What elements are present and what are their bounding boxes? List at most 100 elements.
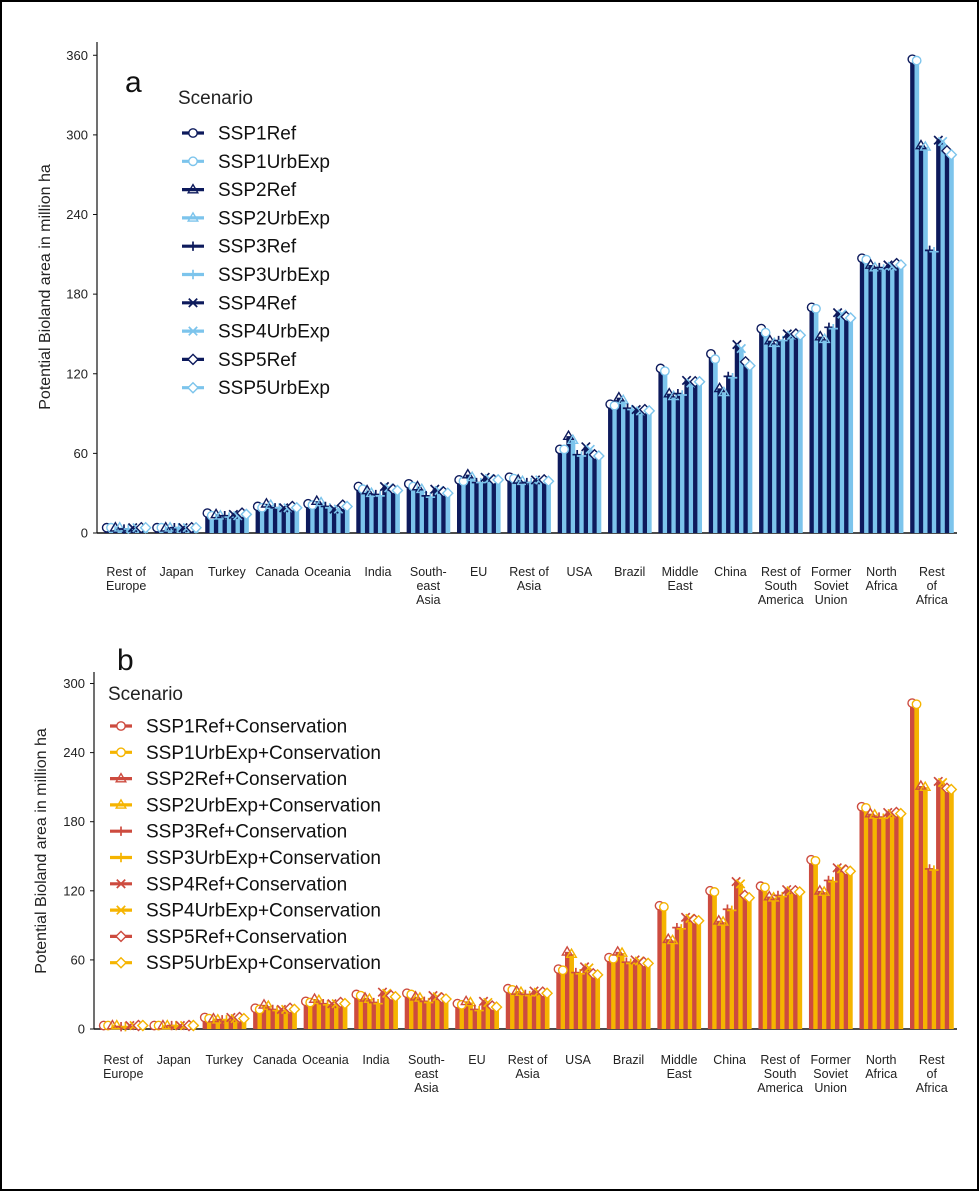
legend-label-ssp2ref: SSP2Ref [218,180,297,201]
bar-ssp5ref-conservation-rest-of-asia [540,992,546,1029]
category-group-eu [454,468,505,533]
marker-plus-ssp3ref-brazil [622,403,633,413]
bar-ssp4urbexp-conservation-brazil [637,961,642,1029]
category-group-india [353,481,404,533]
bar-ssp2ref-former-soviet-union [818,336,823,533]
marker-plus-ssp3ref-conservation-north-africa [874,812,884,822]
bar-ssp2ref-brazil [616,397,622,533]
marker-diamond-ssp5urbexp-brazil [643,404,656,417]
bar-ssp1ref-conservation-middle-east [657,905,663,1029]
y-tick-label: 120 [63,883,85,898]
bar-ssp2urbexp-conservation-eu [468,1002,473,1029]
bar-ssp3urbexp-south-east-asia [428,497,433,533]
x-category-label: China [713,1053,746,1067]
marker-diamond-ssp5urbexp-conservation-eu [490,1001,503,1014]
bar-ssp1ref-conservation-rest-of-africa [910,703,915,1029]
x-category-label: India [362,1053,389,1067]
bar-ssp2ref-india [364,490,370,533]
bar-ssp1ref-south-east-asia [406,483,412,533]
category-group-oceania [303,494,354,533]
bar-ssp1ref-usa [557,449,563,533]
marker-diamond-ssp5urbexp-conservation-south-east-asia [440,993,452,1006]
x-category-label: EU [468,1053,485,1067]
bar-ssp5urbexp-conservation-china [746,897,752,1029]
marker-triangle-ssp2urbexp-china [717,385,730,397]
marker-plus-ssp3ref-conservation-canada [267,1004,278,1015]
bar-ssp1urbexp-eu [461,481,466,533]
marker-cross-ssp4ref-conservation-oceania [327,998,337,1009]
bar-ssp5ref-usa [592,454,597,533]
legend-key-marker-ssp3ref [188,241,198,251]
bar-ssp4urbexp-china [739,348,744,533]
x-category-label: Africa [865,579,897,593]
category-group-rest-of-europe [101,521,152,534]
marker-cross-ssp4ref-middle-east [681,375,692,386]
marker-plus-ssp3ref-conservation-rest-of-south-america [773,890,783,901]
legend-key-marker-ssp4ref-conservation [116,878,126,889]
bar-ssp2ref-middle-east [667,393,672,533]
bar-ssp5urbexp-canada [294,507,300,533]
bar-ssp5ref-eu [491,479,497,533]
marker-triangle-ssp2urbexp-conservation-north-africa [868,808,881,819]
x-category-label: North [866,1053,897,1067]
marker-plus-ssp3ref-conservation-oceania [318,998,328,1009]
bar-ssp1urbexp-conservation-canada [257,1009,263,1029]
bar-ssp5ref-conservation-rest-of-south-america [793,890,798,1029]
marker-triangle-ssp2urbexp-conservation-rest-of-south-america [767,891,780,902]
bar-ssp5urbexp-conservation-india [393,996,398,1029]
category-group-brazil [605,391,656,533]
bar-ssp2ref-oceania [314,501,320,533]
y-tick-label: 240 [66,207,88,222]
marker-plus-ssp3urbexp-rest-of-asia [526,477,536,488]
marker-diamond-ssp5urbexp-former-soviet-union [844,312,857,325]
marker-diamond-ssp5urbexp-conservation-india [389,990,402,1003]
bar-ssp2ref-conservation-brazil [615,951,621,1029]
bar-ssp4ref-conservation-south-east-asia [430,995,436,1029]
bar-ssp5ref-oceania [340,505,346,533]
bar-ssp3urbexp-conservation-india [375,1003,381,1029]
y-tick-label: 60 [74,446,88,461]
marker-diamond-ssp5urbexp-conservation-canada [288,1003,301,1016]
bar-ssp2urbexp-conservation-brazil [619,952,625,1029]
marker-cross-ssp4ref-conservation-rest-of-europe [124,1020,135,1031]
marker-triangle-ssp2urbexp-conservation-brazil [616,946,629,957]
bar-ssp5urbexp-eu [495,479,501,533]
marker-triangle-ssp2ref-china [713,381,726,393]
x-category-label: of [927,1067,938,1081]
bar-ssp5ref-former-soviet-union [844,316,849,533]
marker-diamond-ssp5urbexp-india [391,484,404,497]
bar-ssp3ref-china [726,376,731,533]
panel-b: b 0 60 120 180 240 300 Potential Bioland area i… [33,644,958,1095]
bar-ssp2urbexp-conservation-usa [569,954,574,1029]
bar-ssp5ref-conservation-brazil [641,962,647,1029]
x-category-label: Middle [662,565,699,579]
bar-ssp1urbexp-conservation-rest-of-africa [914,704,919,1029]
bar-ssp3urbexp-conservation-rest-of-south-america [780,896,785,1029]
bar-ssp4urbexp-rest-of-south-america [789,335,795,533]
marker-plus-ssp3urbexp-turkey [224,512,234,522]
bar-ssp1urbexp-conservation-south-east-asia [409,994,414,1029]
legend-label-ssp1ref: SSP1Ref [218,124,297,145]
x-category-label: Rest of [760,1053,800,1067]
y-tick-label: 0 [78,1022,85,1037]
bar-ssp5ref-conservation-india [388,995,394,1029]
marker-triangle-ssp2urbexp-japan [164,521,177,532]
bar-ssp1ref-conservation-south-east-asia [404,993,410,1029]
x-category-label: Asia [414,1081,438,1095]
marker-plus-ssp3urbexp-india [375,491,385,501]
bar-ssp4ref-conservation-rest-of-south-america [784,889,790,1029]
bar-ssp4ref-middle-east [684,380,690,533]
bar-ssp2ref-conservation-eu [463,1001,469,1029]
category-group-china [706,339,756,533]
bar-ssp2urbexp-usa [570,440,576,533]
bar-ssp3urbexp-conservation-south-east-asia [426,1002,432,1029]
bar-ssp5ref-north-africa [894,263,900,533]
bar-ssp4ref-india [382,486,387,533]
marker-plus-ssp3ref-turkey [220,511,230,521]
bar-ssp2urbexp-middle-east [671,396,677,533]
marker-circle-ssp1urbexp-conservation-rest-of-south-america [760,882,770,893]
bar-ssp3urbexp-former-soviet-union [831,328,836,533]
bar-ssp2urbexp-brazil [621,400,626,533]
marker-triangle-ssp2urbexp-rest-of-africa [919,140,932,151]
legend-label-ssp2urbexp-conservation: SSP2UrbExp+Conservation [146,795,381,816]
